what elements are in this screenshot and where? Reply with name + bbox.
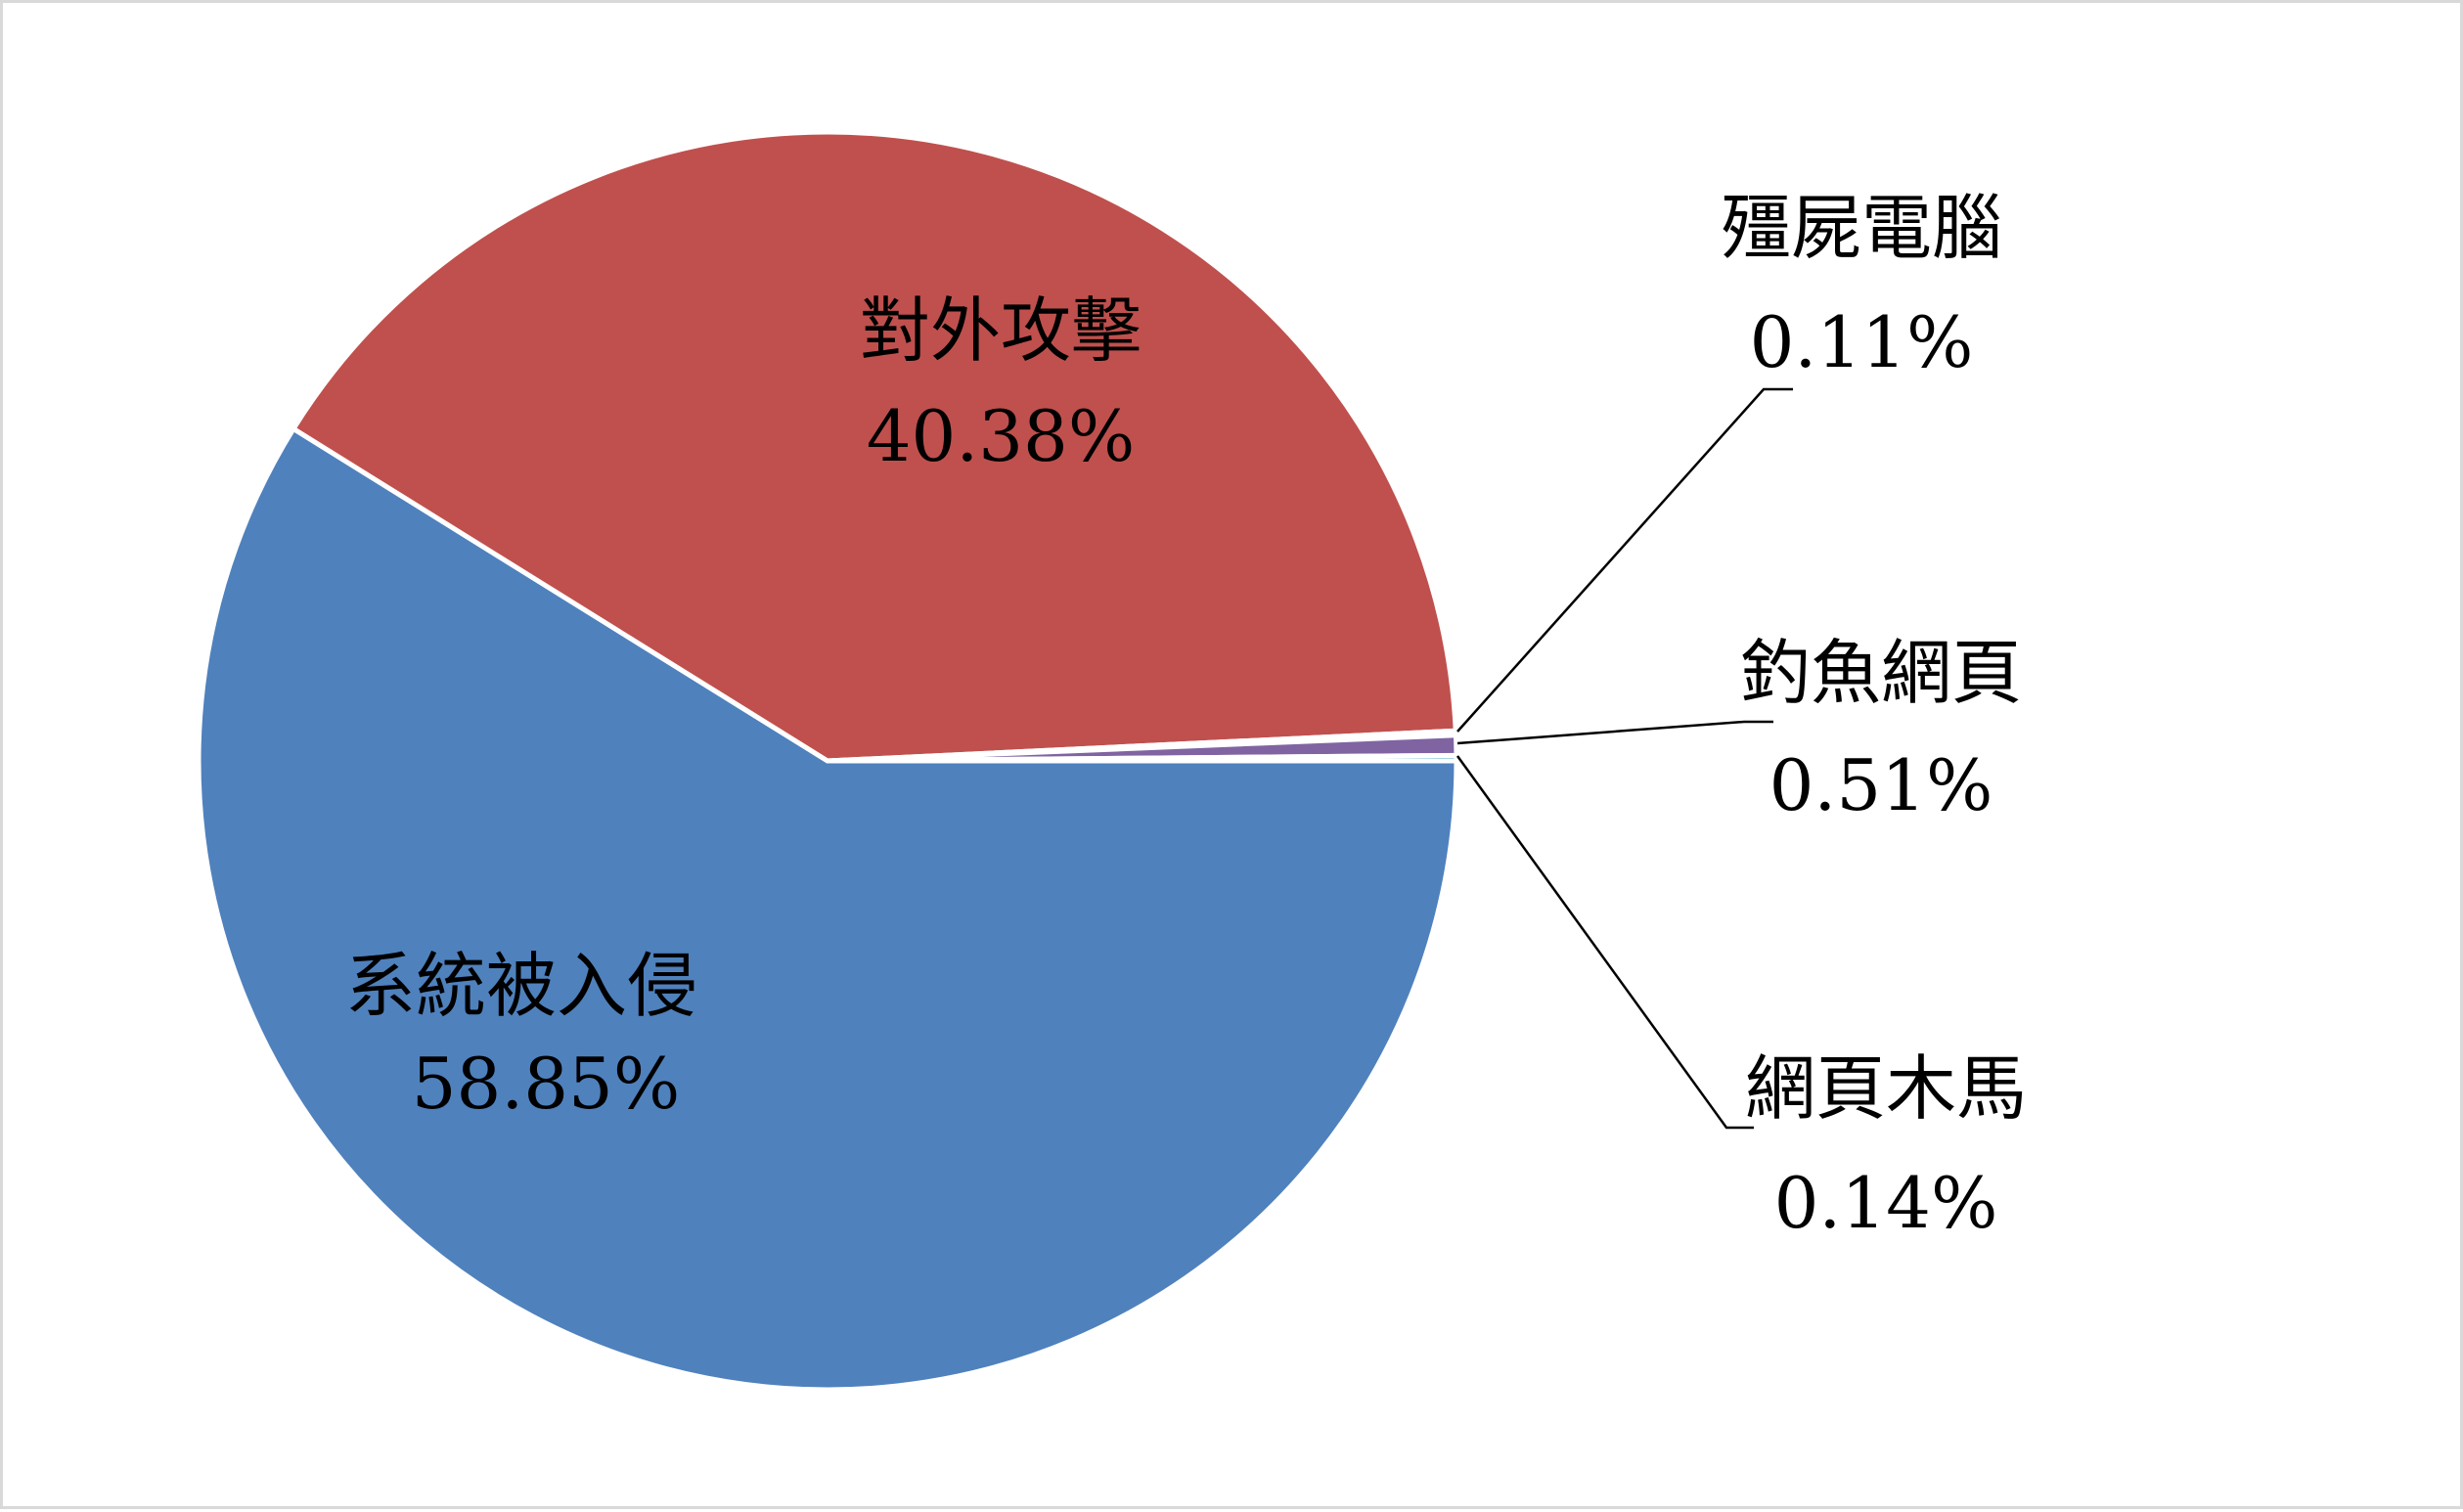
slice-4-percent-label: 0.51% — [1769, 744, 1993, 826]
slice-1-name-label: 系統被入侵 — [345, 945, 697, 1027]
slice-5-name-label: 網頁木馬 — [1745, 1047, 2027, 1130]
slice-2-wedge — [290, 129, 1458, 764]
slice-3-leader-line — [1456, 387, 1793, 733]
slice-2-percent-label: 40.38% — [867, 395, 1136, 477]
slice-1-wedge — [196, 424, 1459, 1393]
slice-2-name-label: 對外攻擊 — [860, 289, 1142, 372]
slice-5-wedge — [827, 752, 1459, 764]
slice-4-name-label: 釣魚網頁 — [1740, 632, 2022, 714]
slice-3-name-label: 殭屍電腦 — [1721, 187, 2002, 269]
slice-labels: 系統被入侵 58.85% 對外攻擊 40.38% 殭屍電腦 0.11% 釣魚網頁 0.51% 網… — [345, 187, 2027, 1244]
slice-1-percent-label: 58.85% — [412, 1043, 681, 1125]
slice-4-leader-line — [1456, 720, 1773, 745]
slice-5-percent-label: 0.14% — [1774, 1162, 1998, 1244]
slice-5-leader-line — [1455, 755, 1754, 1130]
pie-slices — [196, 129, 1459, 1393]
pie-chart: 系統被入侵 58.85% 對外攻擊 40.38% 殭屍電腦 0.11% 釣魚網頁 0.51% 網… — [196, 129, 2027, 1393]
slice-3-percent-label: 0.11% — [1750, 301, 1974, 383]
leader-lines — [1455, 387, 1793, 1130]
